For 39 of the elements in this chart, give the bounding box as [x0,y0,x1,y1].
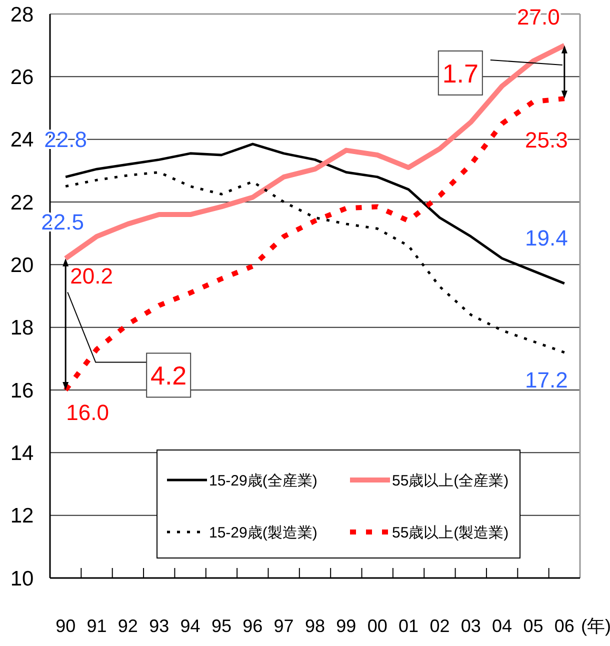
y-tick-label: 14 [10,442,34,466]
annotation: 17.2 [525,367,568,392]
x-tick-label: 94 [180,616,200,636]
annotation: 19.4 [525,225,568,250]
x-tick-label: 06 [554,616,574,636]
y-tick-label: 10 [10,567,34,590]
legend-label: 55歳以上(製造業) [392,524,509,542]
x-tick-label: 98 [304,616,326,636]
x-tick-label: 95 [211,616,232,636]
x-tick-label: 05 [523,616,544,636]
x-tick-label: 96 [242,616,263,636]
legend-label: 15-29歳(製造業) [209,524,318,542]
x-tick-label: 04 [492,616,512,636]
y-tick-label: 12 [10,504,34,528]
x-tick-label: 03 [460,616,481,636]
x-tick-label: 90 [56,616,76,636]
x-tick-label: 91 [86,616,107,636]
legend-label: 15-29歳(全産業) [209,472,318,490]
x-tick-label: 92 [118,616,138,636]
y-tick-label: 22 [10,191,34,214]
x-tick-label: 00 [367,616,388,636]
x-tick-label: 97 [274,616,294,636]
y-tick-label: 26 [10,66,34,90]
annotation: 16.0 [66,400,109,425]
annotation: 20.2 [70,263,113,288]
y-tick-label: 20 [10,254,34,278]
x-axis-title: (年) [581,616,610,636]
y-tick-label: 24 [10,128,34,152]
y-tick-label: 28 [10,3,34,26]
annotation: 1.7 [442,58,478,88]
x-tick-label: 01 [398,616,419,636]
x-tick-label: 93 [149,616,170,636]
annotation: 4.2 [150,360,187,391]
annotation: 27.0 [517,4,560,30]
y-tick-label: 16 [10,379,34,402]
legend-label: 55歳以上(全産業) [392,472,509,490]
x-tick-label: 99 [336,616,356,636]
x-tick-label: 02 [430,616,450,636]
y-tick-label: 18 [10,316,34,340]
